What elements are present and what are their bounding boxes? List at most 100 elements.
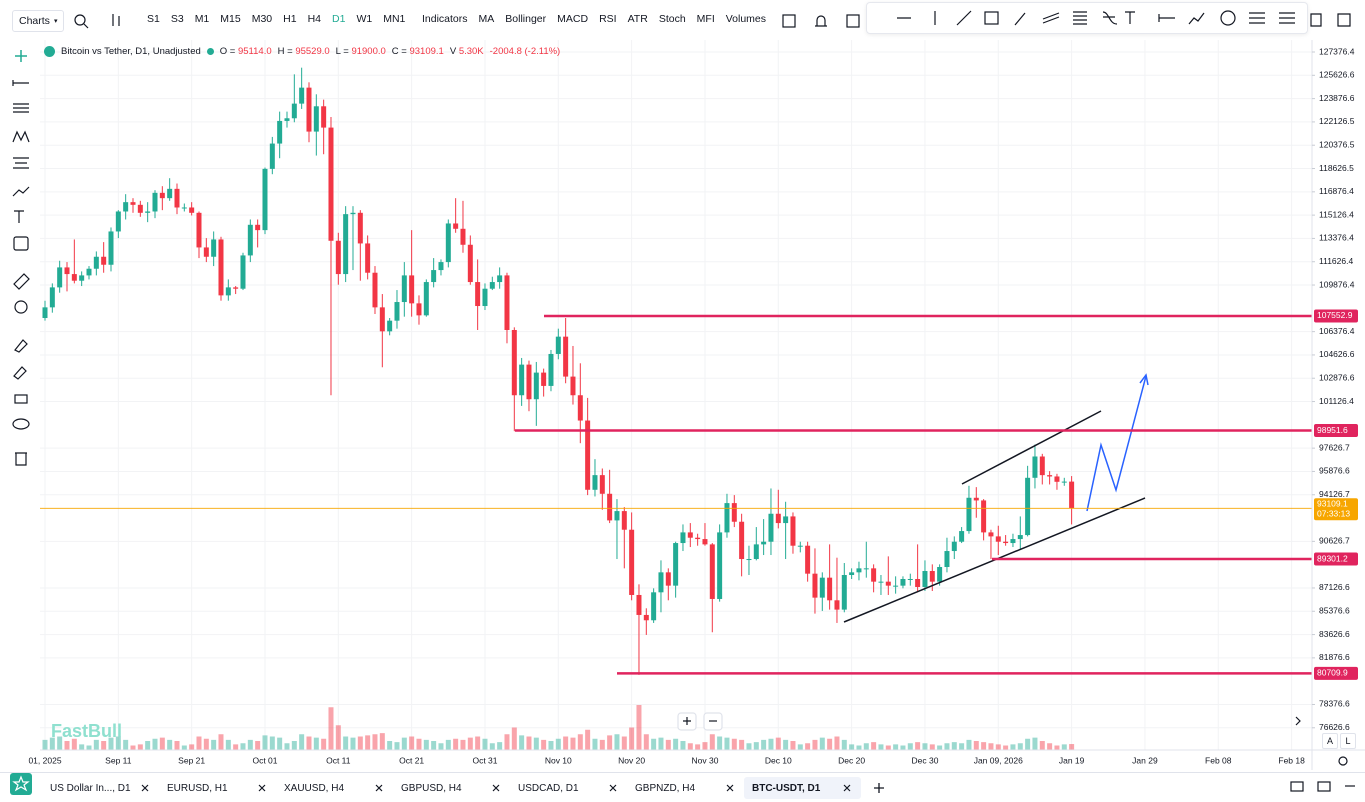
levels <box>40 314 1312 675</box>
timeframe-button[interactable]: H4 <box>307 13 322 25</box>
unlock-tool[interactable] <box>14 394 28 404</box>
tab-close-icon <box>492 784 500 792</box>
y-tick-label: 90626.7 <box>1319 536 1350 546</box>
new-tab[interactable] <box>873 782 885 794</box>
timeframe-button[interactable]: S1 <box>147 13 160 25</box>
candle-body <box>533 372 539 400</box>
projection-path[interactable] <box>1086 375 1147 512</box>
candle-body <box>313 106 319 132</box>
layout-button[interactable] <box>782 14 796 28</box>
candle-body <box>401 275 407 303</box>
alert-button[interactable] <box>815 15 827 27</box>
candle-body <box>453 223 459 229</box>
candle-body <box>922 571 928 587</box>
tab[interactable]: US Dollar In..., D1 <box>42 777 159 799</box>
lock-drawing-tool[interactable] <box>13 366 27 380</box>
window-buttons[interactable] <box>1310 13 1351 27</box>
tab-close[interactable] <box>492 784 500 792</box>
zoom-tool[interactable] <box>14 300 28 314</box>
tab-close[interactable] <box>843 784 851 792</box>
axis-mode-button[interactable]: A <box>1322 733 1338 749</box>
indicator-button[interactable]: MA <box>478 13 495 25</box>
timeframe-button[interactable]: M15 <box>220 13 241 25</box>
search-button[interactable] <box>74 14 86 26</box>
tab-close[interactable] <box>609 784 617 792</box>
projection-arrowhead[interactable] <box>1139 373 1149 386</box>
indicator-button[interactable]: MFI <box>696 13 715 25</box>
volume-bar <box>526 736 532 750</box>
pattern-tool[interactable] <box>12 130 30 143</box>
circle-tool[interactable] <box>1220 10 1236 26</box>
y-tick-label: 113376.4 <box>1319 233 1354 243</box>
ruler-tool[interactable] <box>13 273 30 290</box>
channel-tool[interactable] <box>13 157 29 169</box>
indicator-button[interactable]: ATR <box>627 13 648 25</box>
favorite-button[interactable] <box>10 773 32 795</box>
indicator-button[interactable]: RSI <box>599 13 617 25</box>
candle-body <box>607 493 613 521</box>
tab[interactable]: GBPUSD, H4 <box>393 777 510 799</box>
tab-close[interactable] <box>375 784 383 792</box>
y-tick-label: 116876.4 <box>1319 186 1354 196</box>
volume-bar <box>291 741 297 750</box>
tab-close[interactable] <box>726 784 734 792</box>
timeframe-button[interactable]: D1 <box>332 13 346 25</box>
x-tick-label: Oct 01 <box>252 755 277 765</box>
timeframe-button[interactable]: S3 <box>170 13 184 25</box>
axis-mode-button[interactable]: L <box>1340 733 1356 749</box>
x-tick-label: Jan 29 <box>1132 755 1158 765</box>
tab-close[interactable] <box>141 784 149 792</box>
chart-type-button[interactable] <box>112 14 120 26</box>
text-tool[interactable] <box>14 210 24 223</box>
indicators: Indicators MA Bollinger MACD RSI ATR Stoch MFI V… <box>422 13 766 25</box>
panel-toggle[interactable] <box>1317 781 1331 792</box>
indicators-button[interactable]: Indicators <box>422 13 468 25</box>
rect-tool[interactable] <box>984 11 999 25</box>
indicator-button[interactable]: MACD <box>557 13 589 25</box>
volume-bar <box>819 737 825 750</box>
level-tag <box>1314 424 1358 438</box>
timeframe-button[interactable]: MN1 <box>383 13 406 25</box>
delete-tool[interactable] <box>15 452 27 466</box>
candle-body <box>328 127 334 241</box>
channel-upper[interactable] <box>961 410 1102 485</box>
calendar-button[interactable] <box>846 14 860 28</box>
tab-close-icon <box>258 784 266 792</box>
emoji-tool[interactable] <box>13 236 29 251</box>
magnet-tool[interactable] <box>14 339 28 353</box>
misc-tools[interactable] <box>1014 11 1205 26</box>
indicator-button[interactable]: Bollinger <box>505 13 547 25</box>
tab[interactable]: XAUUSD, H4 <box>276 777 393 799</box>
line-tools[interactable] <box>897 10 972 26</box>
timeframe-button[interactable]: W1 <box>356 13 373 25</box>
settings-button[interactable] <box>1338 756 1348 766</box>
volume-bar <box>658 737 664 750</box>
tab[interactable]: USDCAD, D1 <box>510 777 627 799</box>
candle-body <box>673 543 679 586</box>
indicator-button[interactable]: Volumes <box>725 13 767 25</box>
scroll-right-button[interactable] <box>1295 716 1301 726</box>
tab-close[interactable] <box>258 784 266 792</box>
timeframe-button[interactable]: H1 <box>283 13 297 25</box>
fib-tool[interactable] <box>13 103 29 113</box>
crosshair-tool[interactable] <box>15 50 27 62</box>
timeframe-button[interactable]: M1 <box>194 13 210 25</box>
timeframe-button[interactable]: M30 <box>251 13 273 25</box>
charts-menu[interactable]: Charts ▾ <box>12 10 65 32</box>
fib-tools[interactable] <box>1249 12 1295 24</box>
candle-body <box>570 376 576 396</box>
layout-toggle[interactable] <box>1290 781 1304 792</box>
tab[interactable]: GBPNZD, H4 <box>627 777 744 799</box>
candle-body <box>973 497 979 501</box>
candle-body <box>775 513 781 524</box>
volume-bar <box>555 738 561 750</box>
indicator-button[interactable]: Stoch <box>658 13 686 25</box>
line-tool[interactable] <box>12 80 29 86</box>
visibility-tool[interactable] <box>12 418 30 430</box>
tab[interactable]: BTC-USDT, D1 <box>744 777 861 799</box>
y-tick-label: 85376.6 <box>1319 606 1350 616</box>
volume-bar <box>86 745 92 750</box>
trend-tool[interactable] <box>12 186 30 197</box>
volume-bar <box>599 739 605 750</box>
tab[interactable]: EURUSD, H1 <box>159 777 276 799</box>
